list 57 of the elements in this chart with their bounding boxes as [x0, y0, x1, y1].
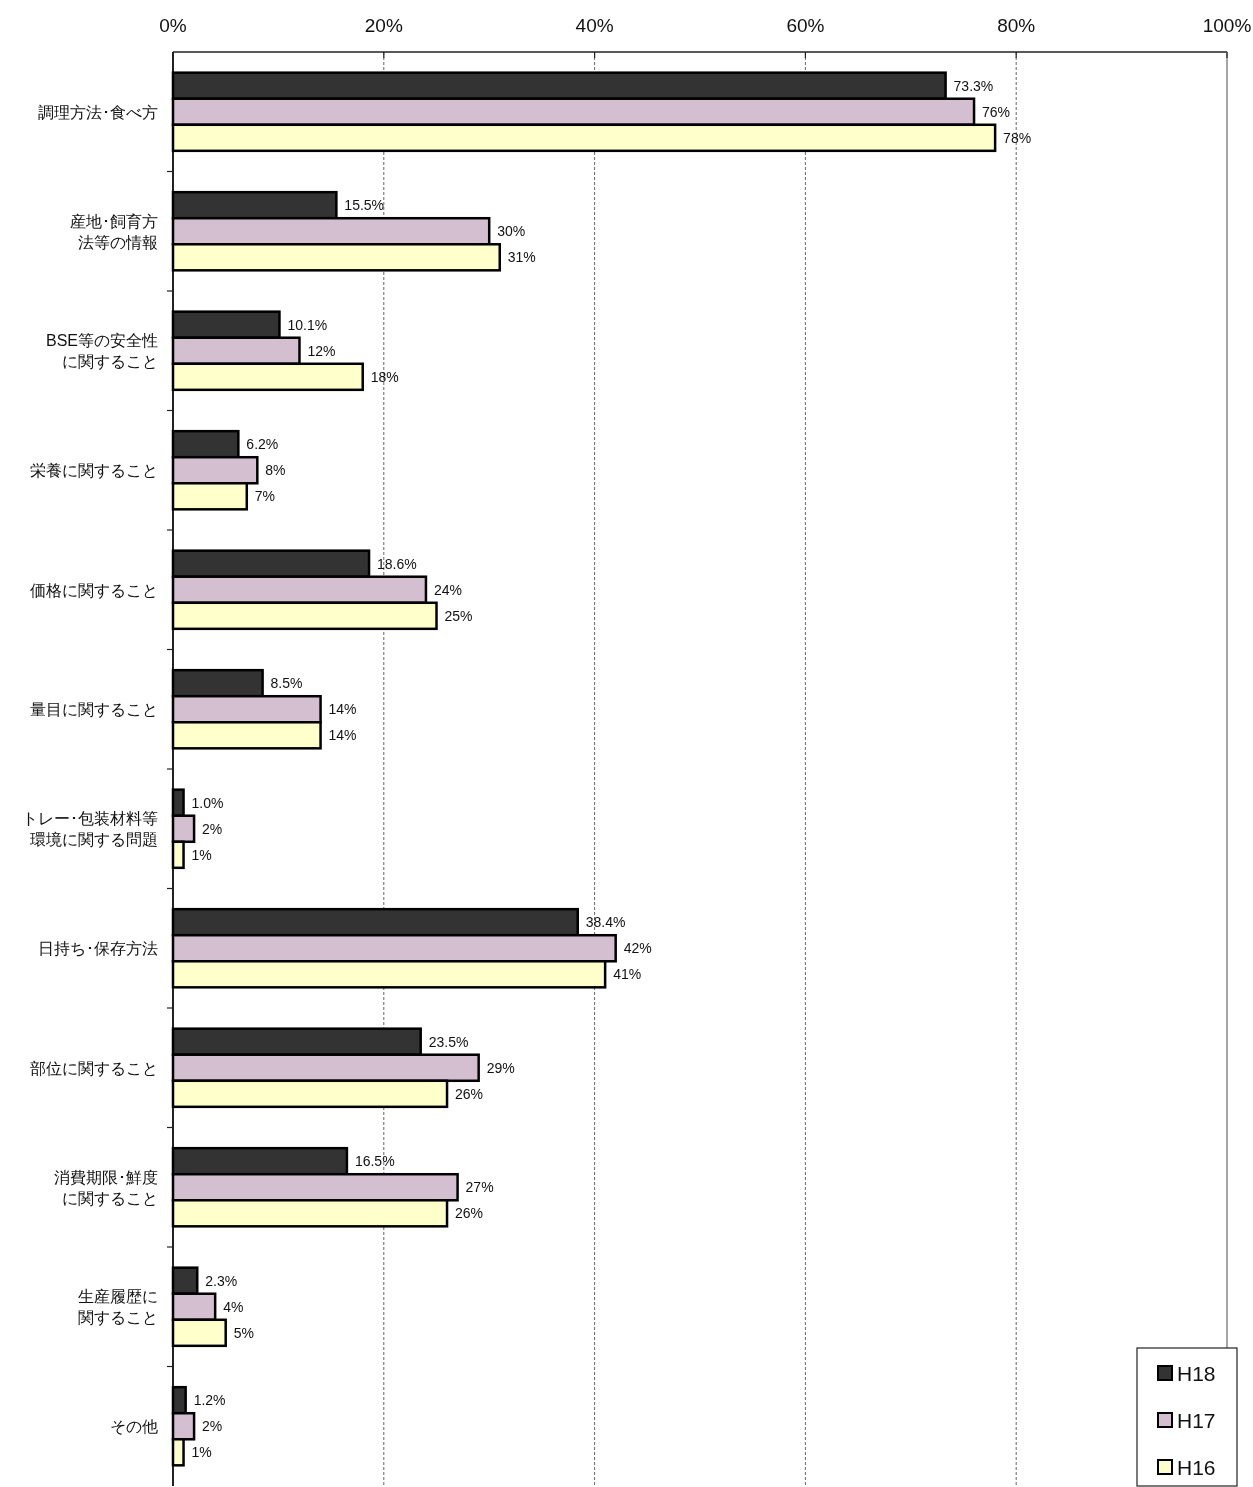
data-label: 16.5%: [354, 1153, 395, 1170]
data-label: 1.0%: [191, 794, 224, 811]
x-tick-label: 60%: [786, 15, 825, 36]
data-label: 26%: [455, 1085, 484, 1102]
legend-label: H16: [1177, 1455, 1216, 1479]
data-label: 38.4%: [585, 914, 626, 931]
data-label: 12%: [307, 342, 336, 359]
y-tick-label: 部位に関すること: [30, 1059, 158, 1077]
x-tick-label: 20%: [364, 15, 403, 36]
data-label: 15.5%: [344, 197, 385, 214]
data-label: 73.3%: [953, 77, 994, 94]
data-label: 18.6%: [377, 555, 417, 572]
data-label: 78%: [1003, 129, 1032, 146]
data-label: 2.3%: [205, 1272, 238, 1289]
data-label: 25%: [444, 607, 473, 624]
y-tick-label: 調理方法･食べ方: [38, 103, 158, 121]
data-label: 76%: [982, 103, 1011, 120]
data-label: 8%: [265, 462, 286, 479]
data-label: 18%: [370, 368, 399, 385]
y-tick-label: 日持ち･保存方法: [38, 939, 158, 957]
data-label: 2%: [202, 820, 223, 837]
data-label: 41%: [613, 966, 642, 983]
data-label: 31%: [507, 249, 536, 266]
data-label: 5%: [233, 1324, 254, 1341]
data-label: 1.2%: [193, 1392, 226, 1409]
y-tick-label: 量目に関すること: [30, 700, 158, 718]
data-label: 6.2%: [246, 436, 279, 453]
y-tick-label: BSE等の安全性に関すること: [45, 331, 158, 370]
x-tick-label: 80%: [997, 15, 1036, 36]
legend-label: H18: [1177, 1361, 1216, 1385]
y-tick-label: 価格に関すること: [30, 581, 158, 599]
data-label: 42%: [623, 940, 652, 957]
data-label: 4%: [223, 1298, 244, 1315]
data-label: 2%: [202, 1418, 223, 1435]
data-label: 1%: [191, 1444, 212, 1461]
data-label: 27%: [465, 1179, 494, 1196]
y-tick-label: 栄養に関すること: [30, 461, 158, 479]
data-label: 23.5%: [428, 1033, 469, 1050]
data-label: 26%: [455, 1205, 484, 1222]
x-tick-label: 40%: [575, 15, 614, 36]
y-tick-label: 消費期限･鮮度に関すること: [54, 1168, 158, 1207]
data-label: 14%: [328, 701, 357, 718]
x-tick-label: 100%: [1202, 15, 1252, 36]
data-label: 10.1%: [287, 316, 328, 333]
data-label: 14%: [328, 727, 357, 744]
data-label: 1%: [191, 846, 212, 863]
data-label: 8.5%: [270, 675, 303, 692]
y-tick-label: トレー･包装材料等環境に関する問題: [22, 809, 158, 848]
y-tick-label: 産地･飼育方法等の情報: [70, 212, 158, 251]
legend-label: H17: [1177, 1408, 1216, 1432]
y-tick-label: 生産履歴に関すること: [78, 1287, 158, 1326]
data-label: 29%: [486, 1059, 515, 1076]
x-tick-label: 0%: [159, 15, 187, 36]
data-label: 7%: [254, 488, 276, 505]
data-label: 30%: [497, 223, 526, 240]
data-label: 24%: [433, 581, 462, 598]
y-tick-label: その他: [110, 1417, 158, 1435]
